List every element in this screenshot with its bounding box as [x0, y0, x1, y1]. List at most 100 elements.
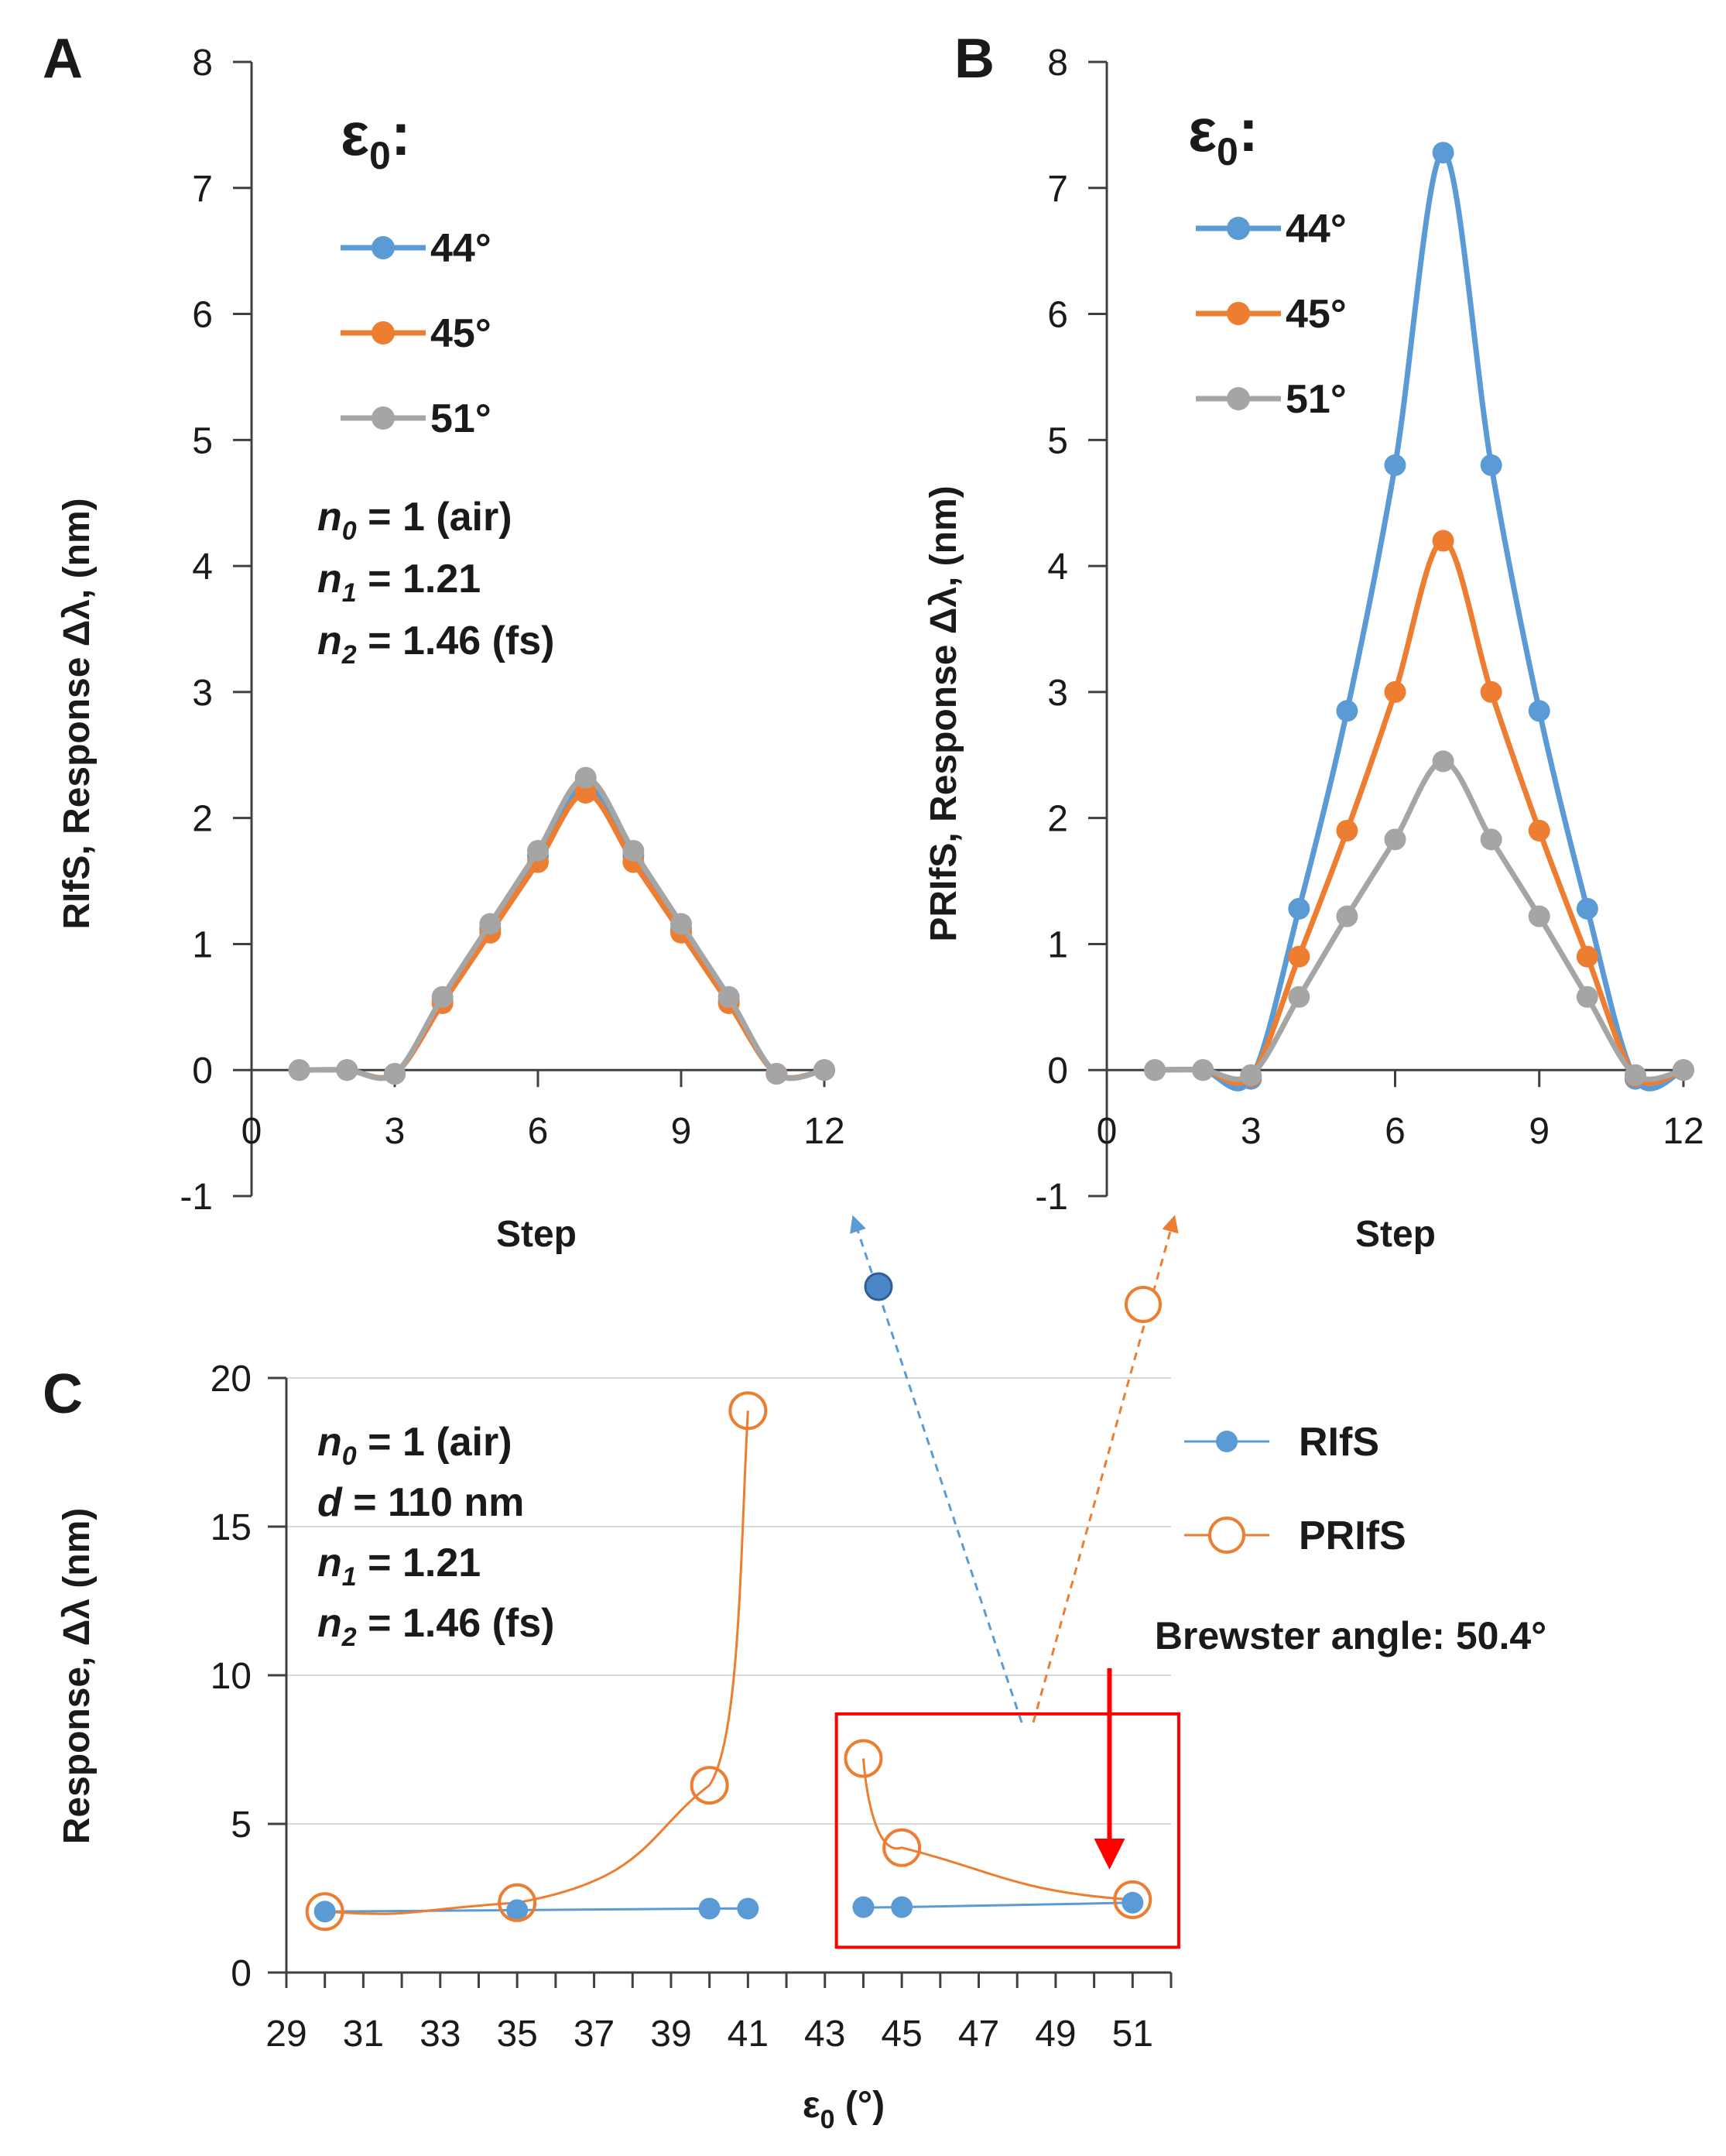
parameter-line: d = 110 nm — [317, 1480, 524, 1525]
panel-a-legend: ε0: 44° 45° 51° — [341, 100, 491, 441]
data-point — [574, 766, 597, 789]
y-tick-label: -1 — [1035, 1177, 1068, 1218]
prifs-line — [861, 1758, 1133, 1901]
x-tick-label: 3 — [385, 1111, 406, 1152]
rifs-point — [891, 1896, 913, 1918]
y-tick-label: 15 — [211, 1507, 252, 1548]
panel-a-ylabel: RIfS, Response Δλ, (nm) — [57, 498, 98, 929]
legend-marker — [1216, 1431, 1238, 1452]
x-tick-label: 33 — [420, 2014, 461, 2055]
rifs-point — [1122, 1891, 1144, 1914]
data-point — [431, 985, 454, 1008]
data-point — [1624, 1064, 1646, 1086]
rifs-point — [313, 1901, 336, 1923]
x-tick-label: 0 — [241, 1111, 262, 1152]
prifs-marker-pointer — [1125, 1286, 1162, 1323]
prifs-point — [844, 1739, 883, 1778]
prifs-point — [498, 1883, 537, 1922]
x-tick-label: 39 — [650, 2014, 691, 2055]
x-tick-label: 6 — [1385, 1111, 1406, 1152]
y-tick-label: 5 — [1047, 420, 1068, 461]
y-tick-label: 5 — [231, 1805, 252, 1846]
panel-b-chart: B PRIfS, Response Δλ, (nm) Step -1012345… — [923, 28, 1704, 1255]
panel-a-xlabel: Step — [496, 1214, 577, 1255]
legend-label: 51° — [1286, 377, 1347, 422]
panel-c-letter: C — [43, 1363, 83, 1425]
y-tick-label: 1 — [192, 924, 213, 965]
data-point — [479, 913, 502, 935]
series-line — [1155, 149, 1685, 1092]
x-tick-label: 9 — [671, 1111, 692, 1152]
data-point — [717, 985, 740, 1008]
legend-marker — [1227, 387, 1250, 410]
series-line — [1155, 758, 1684, 1082]
x-tick-label: 45 — [881, 2014, 922, 2055]
panel-b-legend-title: ε0: — [1188, 96, 1259, 173]
prifs-point — [690, 1766, 729, 1805]
y-tick-label: 0 — [231, 1953, 252, 1994]
legend-label: 44° — [430, 226, 491, 271]
data-point — [1673, 1059, 1694, 1081]
rifs-point — [852, 1896, 875, 1918]
panel-a-letter: A — [43, 28, 83, 90]
data-point — [384, 1063, 406, 1085]
data-point — [1480, 828, 1502, 851]
rifs-point — [737, 1897, 759, 1920]
data-point — [1432, 530, 1454, 552]
parameter-line: n0 = 1 (air) — [317, 495, 512, 546]
rifs-line — [324, 1907, 748, 1913]
x-tick-label: 37 — [574, 2014, 615, 2055]
x-tick-label: 41 — [728, 2014, 769, 2055]
x-tick-label: 43 — [804, 2014, 845, 2055]
highlight-box — [834, 1712, 1180, 1949]
data-point — [1240, 1064, 1262, 1086]
x-tick-label: 49 — [1035, 2014, 1076, 2055]
data-point — [1576, 897, 1598, 920]
x-tick-label: 51 — [1112, 2014, 1153, 2055]
panel-c-legend: RIfS PRIfS — [1184, 1420, 1406, 1558]
x-tick-label: 12 — [803, 1111, 844, 1152]
y-tick-label: 7 — [192, 169, 213, 210]
y-tick-label: 0 — [1047, 1051, 1068, 1092]
data-point — [1384, 680, 1406, 703]
data-point — [1576, 945, 1598, 968]
rifs-marker-pointer — [864, 1272, 893, 1301]
x-tick-label: 31 — [343, 2014, 384, 2055]
y-tick-label: -1 — [180, 1177, 213, 1218]
legend-label: 45° — [430, 311, 491, 356]
x-tick-label: 0 — [1097, 1111, 1118, 1152]
data-point — [1480, 454, 1502, 476]
panel-c-chart: C Response, Δλ (nm) ε0 (°) 0 5 10 15 20 29 31 3… — [43, 1215, 1546, 2134]
prifs-point — [882, 1828, 922, 1867]
panel-b-legend: ε0: 44° 45° 51° — [1188, 96, 1347, 422]
y-tick-label: 2 — [192, 799, 213, 840]
data-point — [574, 782, 597, 804]
data-point — [1384, 454, 1406, 476]
data-point — [765, 1063, 788, 1085]
data-point — [1288, 945, 1310, 968]
panel-c-ylabel: Response, Δλ (nm) — [57, 1508, 98, 1845]
legend-marker — [1227, 302, 1250, 325]
data-point — [527, 839, 549, 862]
series-line — [1155, 538, 1685, 1086]
data-point — [1432, 142, 1454, 164]
legend-marker — [1227, 217, 1250, 240]
x-tick-label: 6 — [528, 1111, 549, 1152]
data-point — [1336, 700, 1358, 722]
data-point — [1288, 985, 1310, 1008]
panel-c-parameters: n0 = 1 (air) d = 110 nm n1 = 1.21 n2 = 1.46… — [317, 1420, 554, 1652]
legend-marker — [372, 321, 395, 344]
legend-label: PRIfS — [1299, 1513, 1406, 1558]
y-tick-label: 5 — [192, 420, 213, 461]
y-tick-label: 2 — [1047, 799, 1068, 840]
data-point — [1528, 700, 1550, 722]
parameter-line: n2 = 1.46 (fs) — [317, 619, 554, 670]
data-point — [813, 1059, 835, 1081]
y-tick-label: 8 — [192, 43, 213, 84]
prifs-point — [1113, 1880, 1152, 1919]
data-point — [622, 839, 645, 862]
y-tick-label: 8 — [1047, 43, 1068, 84]
data-point — [1432, 750, 1454, 773]
data-point — [1144, 1059, 1166, 1081]
